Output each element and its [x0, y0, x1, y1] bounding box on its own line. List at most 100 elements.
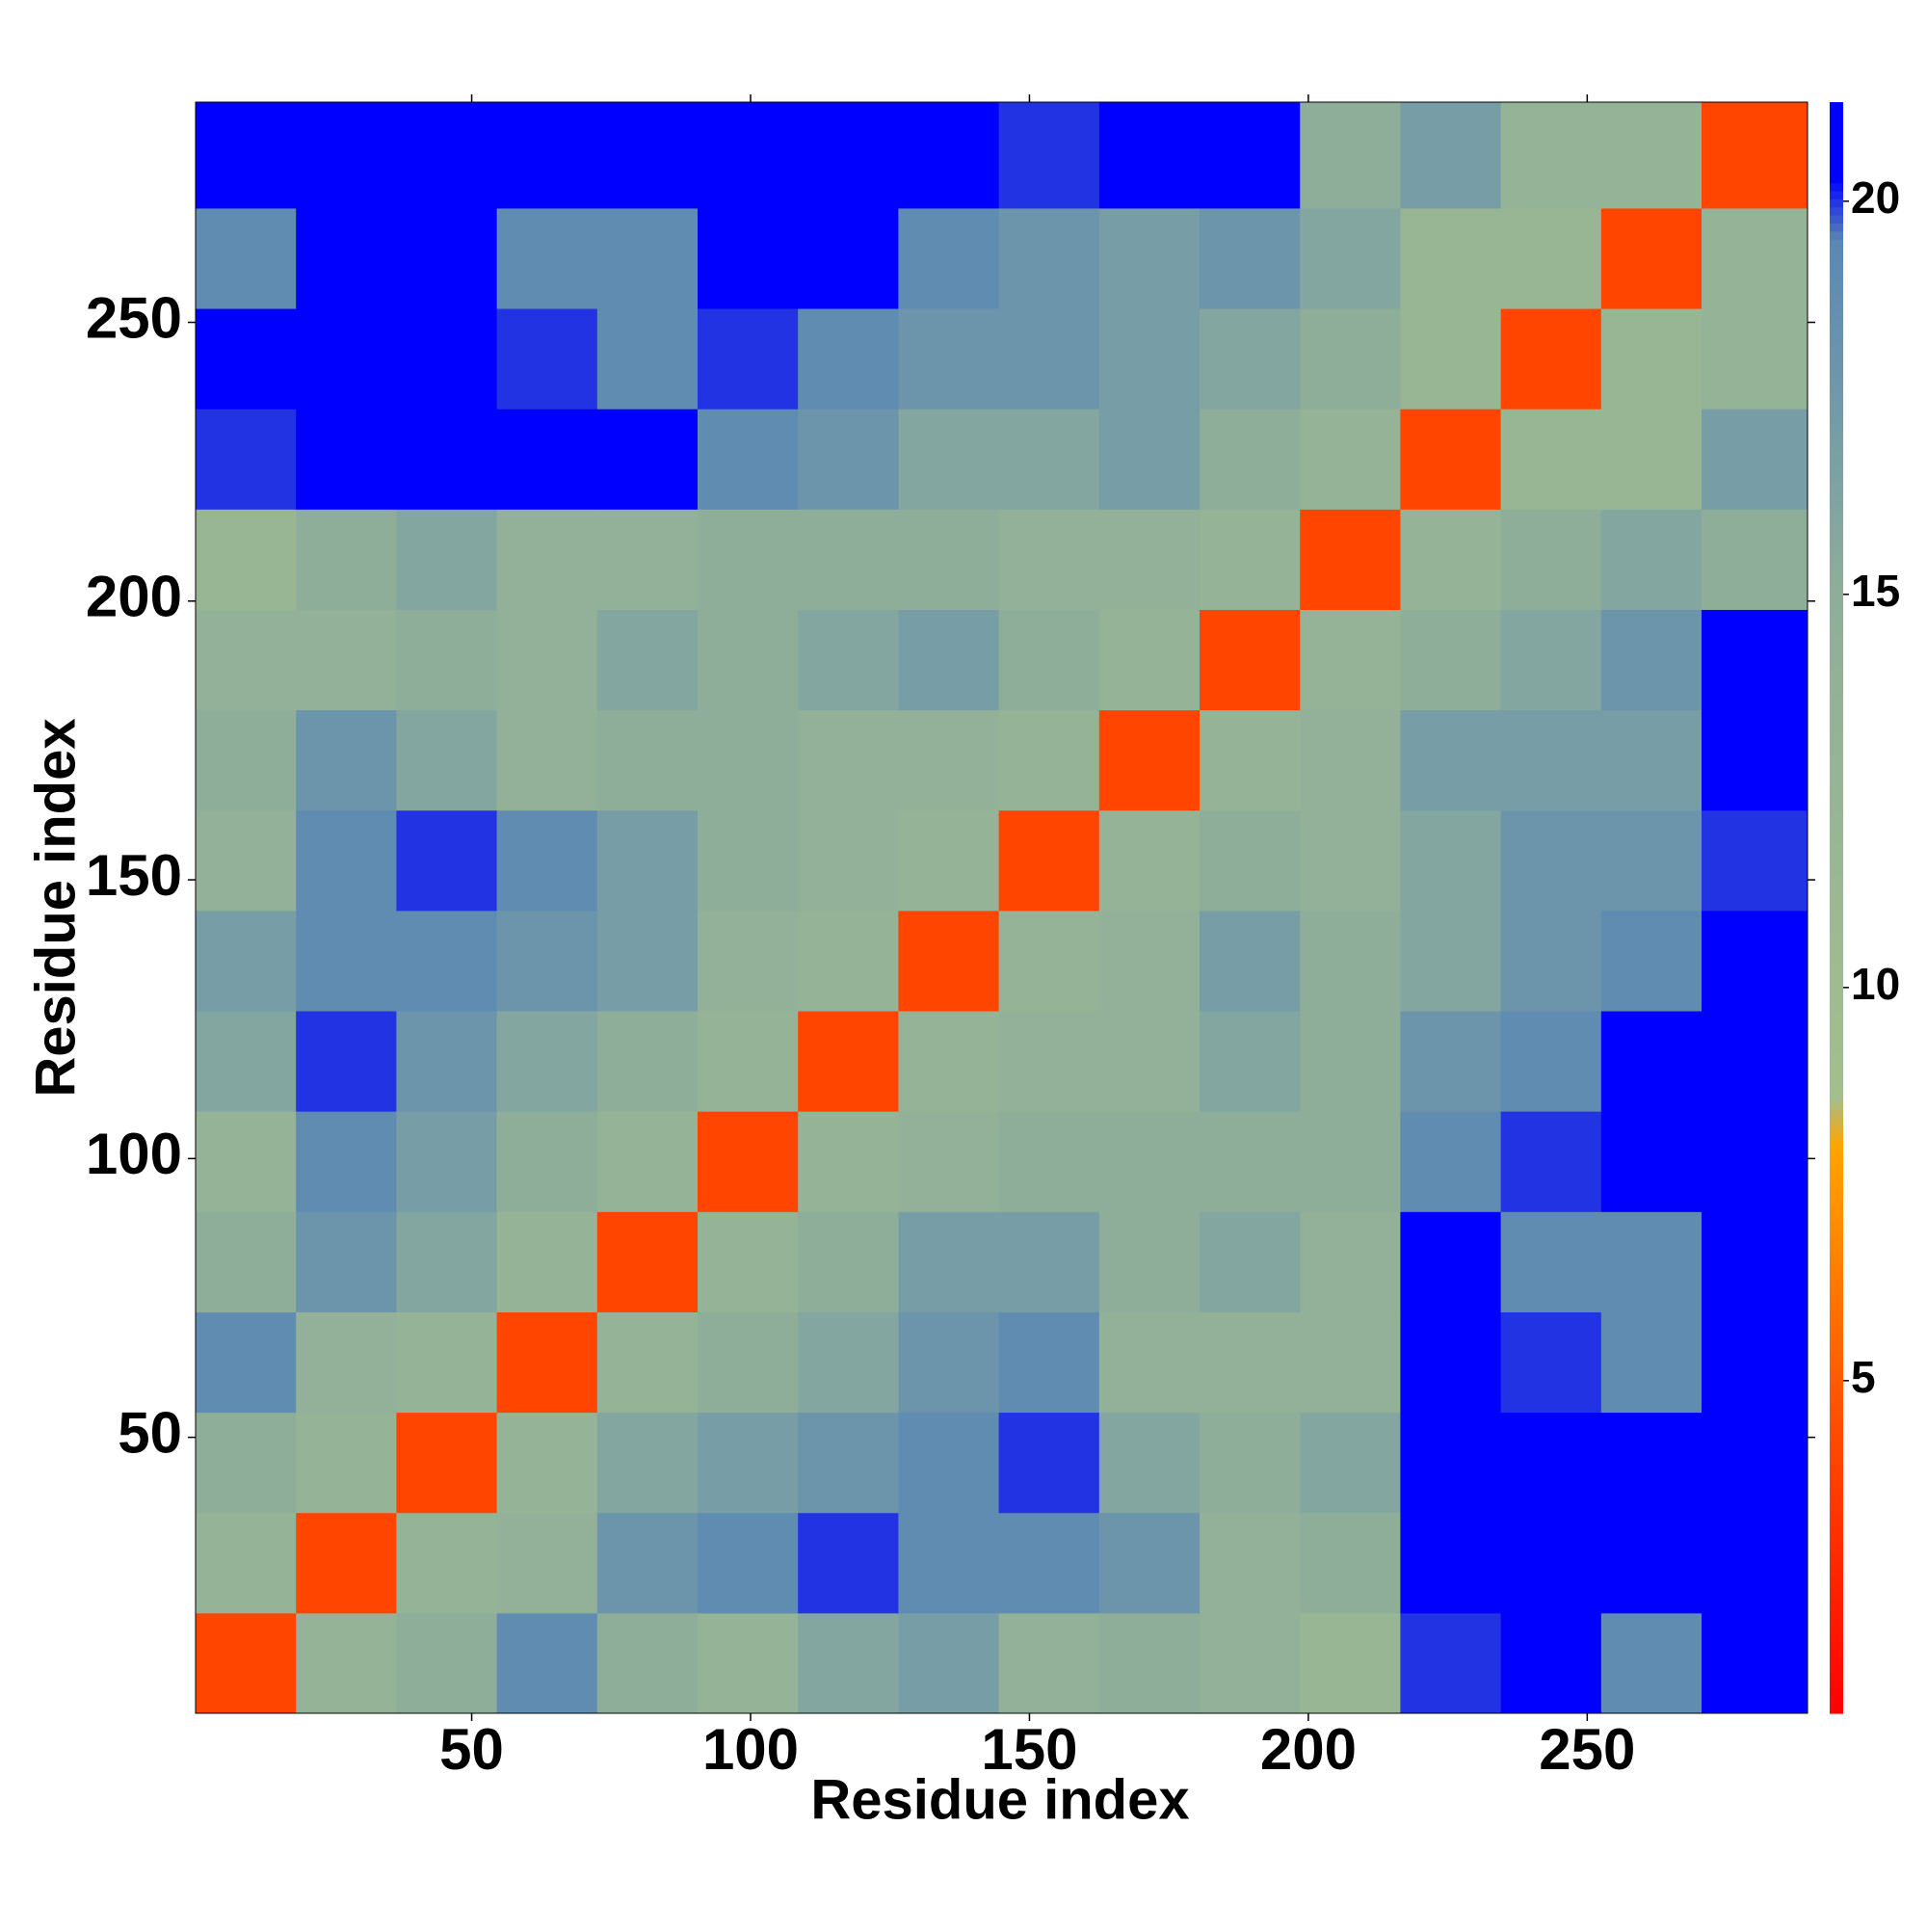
colorbar-slice: [1830, 182, 1843, 192]
heatmap-cell: [1600, 1111, 1703, 1212]
heatmap-cells: [196, 102, 1808, 1714]
colorbar-slice: [1830, 367, 1843, 377]
colorbar-slice: [1830, 1632, 1843, 1642]
heatmap-cell: [1200, 609, 1301, 711]
heatmap-cell: [196, 1412, 297, 1514]
colorbar-slice: [1830, 891, 1843, 901]
colorbar-slice: [1830, 319, 1843, 329]
heatmap-cell: [698, 1612, 799, 1714]
colorbar-slice: [1830, 980, 1843, 990]
colorbar-slice: [1830, 1673, 1843, 1682]
colorbar-tick-label: 20: [1851, 172, 1900, 223]
colorbar-slice: [1830, 1520, 1843, 1529]
heatmap-cell: [1098, 1412, 1201, 1514]
heatmap-cell: [1500, 207, 1602, 309]
colorbar-slice: [1830, 698, 1843, 707]
colorbar-slice: [1830, 343, 1843, 353]
colorbar-slice: [1830, 271, 1843, 280]
heatmap-cell: [998, 102, 1100, 209]
heatmap-cell: [1702, 1011, 1808, 1112]
heatmap-cell: [698, 1512, 799, 1614]
heatmap-cell: [998, 1011, 1100, 1112]
colorbar-slice: [1830, 448, 1843, 458]
heatmap-cell: [596, 509, 699, 610]
colorbar-slice: [1830, 1359, 1843, 1368]
heatmap-cell: [396, 1512, 498, 1614]
colorbar-slice: [1830, 537, 1843, 546]
colorbar-slice: [1830, 810, 1843, 820]
colorbar-slice: [1830, 1069, 1843, 1078]
colorbar-slice: [1830, 1012, 1843, 1021]
heatmap-cell: [196, 1011, 297, 1112]
colorbar-slice: [1830, 190, 1843, 199]
colorbar-slice: [1830, 496, 1843, 506]
colorbar-slice: [1830, 263, 1843, 273]
heatmap-cell: [596, 1211, 699, 1312]
colorbar-slice: [1830, 1447, 1843, 1457]
heatmap-cell: [1400, 207, 1502, 309]
heatmap-cell: [1300, 207, 1401, 309]
heatmap-cell: [296, 809, 397, 912]
heatmap-cell: [1702, 1412, 1808, 1514]
colorbar-slice: [1830, 1028, 1843, 1038]
heatmap-cell: [1098, 509, 1201, 610]
x-tick-label: 250: [1539, 1717, 1635, 1782]
heatmap-cell: [1200, 910, 1301, 1012]
colorbar-slice: [1830, 577, 1843, 587]
colorbar-slice: [1830, 295, 1843, 304]
heatmap-cell: [496, 709, 598, 811]
heatmap-cell: [596, 1011, 699, 1112]
heatmap-cell: [898, 709, 1000, 811]
heatmap-cell: [1400, 609, 1502, 711]
colorbar-slice: [1830, 1109, 1843, 1118]
plot-frame: [195, 101, 1808, 1714]
heatmap-cell: [1400, 1612, 1502, 1714]
colorbar-slice: [1830, 618, 1843, 626]
heatmap-cell: [596, 1612, 699, 1714]
colorbar-slice: [1830, 1197, 1843, 1206]
heatmap-cell: [196, 409, 297, 510]
heatmap-cell: [296, 1612, 397, 1714]
colorbar-slice: [1830, 1302, 1843, 1311]
colorbar-slice: [1830, 456, 1843, 465]
heatmap-cell: [1600, 809, 1703, 912]
heatmap-cell: [1200, 1412, 1301, 1514]
heatmap-cell: [1600, 1311, 1703, 1414]
heatmap-cell: [196, 709, 297, 811]
heatmap-cell: [698, 308, 799, 410]
heatmap-cell: [1600, 102, 1703, 209]
colorbar-slice: [1830, 1285, 1843, 1295]
heatmap-cell: [698, 609, 799, 711]
colorbar-slice: [1830, 666, 1843, 675]
colorbar-slice: [1830, 1270, 1843, 1280]
heatmap-cell: [1600, 1412, 1703, 1514]
colorbar-slice: [1830, 1415, 1843, 1424]
colorbar-slice: [1830, 1045, 1843, 1054]
colorbar-slice: [1830, 1100, 1843, 1110]
heatmap-cell: [1098, 1211, 1201, 1312]
heatmap-cell: [1600, 709, 1703, 811]
y-tick-label: 250: [86, 285, 182, 350]
colorbar-slice: [1830, 1020, 1843, 1029]
colorbar-slice: [1830, 625, 1843, 635]
colorbar-slice: [1830, 956, 1843, 966]
colorbar-slice: [1830, 1407, 1843, 1416]
heatmap-cell: [698, 1311, 799, 1414]
heatmap-cell: [1098, 207, 1201, 309]
heatmap-cell: [196, 509, 297, 610]
heatmap-cell: [396, 1011, 498, 1112]
heatmap-cell: [1500, 1311, 1602, 1414]
heatmap-cell: [1098, 102, 1201, 209]
colorbar-slice: [1830, 1335, 1843, 1344]
heatmap-cell: [998, 1211, 1100, 1312]
heatmap-cell: [496, 1311, 598, 1414]
colorbar-slice: [1830, 730, 1843, 740]
colorbar-slice: [1830, 158, 1843, 168]
heatmap-cell: [798, 1412, 899, 1514]
heatmap-cell: [296, 207, 397, 309]
heatmap-cell: [1300, 910, 1401, 1012]
heatmap-cell: [596, 709, 699, 811]
heatmap-cell: [1500, 1512, 1602, 1614]
colorbar-slice: [1830, 328, 1843, 337]
colorbar-slice: [1830, 1439, 1843, 1448]
